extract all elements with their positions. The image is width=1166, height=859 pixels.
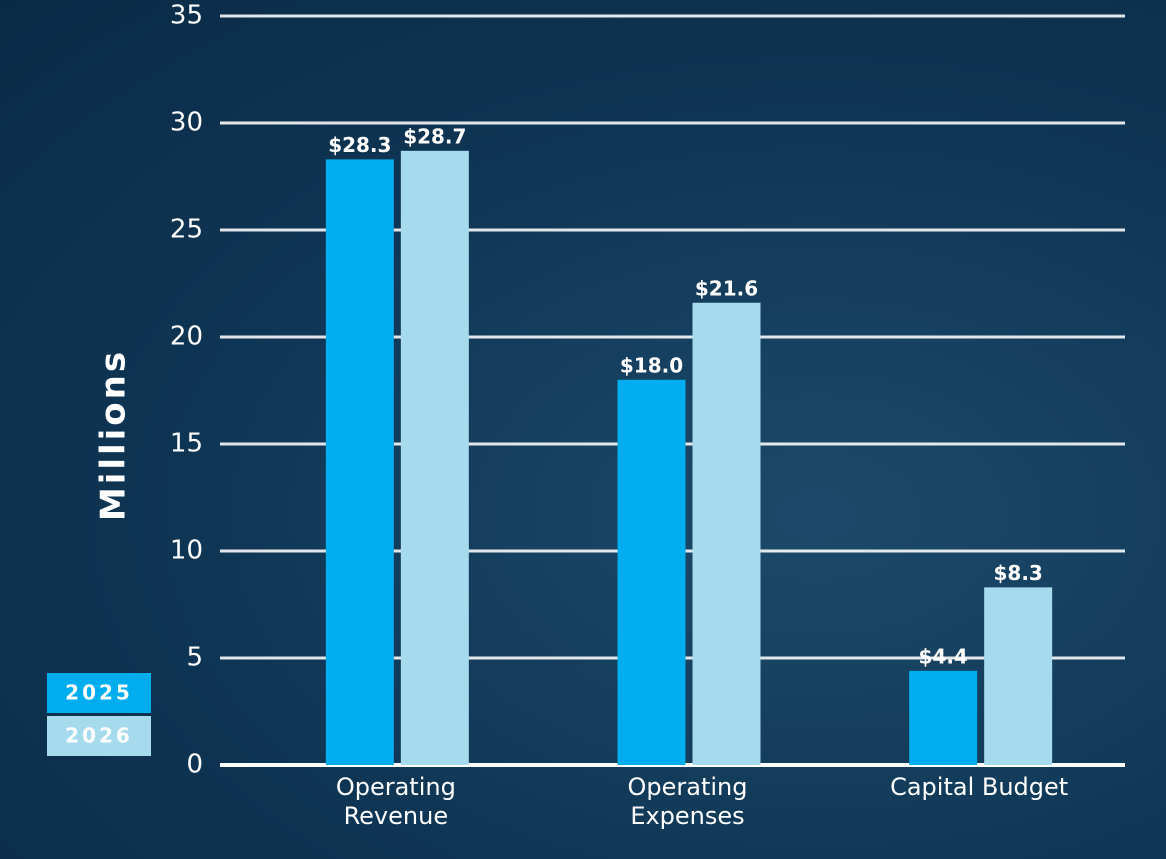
y-tick-label: 30 xyxy=(170,108,203,138)
legend-label: 2025 xyxy=(65,681,133,705)
value-label: $18.0 xyxy=(620,353,683,377)
y-axis-label: Millions xyxy=(94,349,134,521)
bar xyxy=(984,587,1053,765)
legend-label: 2026 xyxy=(65,724,133,748)
value-label: $28.7 xyxy=(403,124,466,148)
y-tick-label: 15 xyxy=(170,429,203,459)
bar xyxy=(692,302,761,765)
x-tick-label: Operating Revenue xyxy=(335,773,456,830)
bar xyxy=(617,379,686,765)
y-tick-label: 0 xyxy=(186,750,203,780)
value-label: $8.3 xyxy=(993,561,1042,585)
bar xyxy=(909,670,978,765)
value-label: $28.3 xyxy=(328,133,391,157)
y-tick-label: 35 xyxy=(170,1,203,31)
value-label: $4.4 xyxy=(918,644,967,668)
value-label: $21.6 xyxy=(695,276,758,300)
legend-swatch xyxy=(47,716,151,756)
y-tick-label: 5 xyxy=(186,643,203,673)
x-tick-label: Capital Budget xyxy=(890,773,1069,801)
y-tick-label: 10 xyxy=(170,536,203,566)
bar xyxy=(400,150,469,765)
bar xyxy=(325,159,394,765)
x-tick-label: Operating Expenses xyxy=(627,773,748,830)
y-tick-label: 20 xyxy=(170,322,203,352)
y-tick-label: 25 xyxy=(170,215,203,245)
legend-swatch xyxy=(47,673,151,713)
